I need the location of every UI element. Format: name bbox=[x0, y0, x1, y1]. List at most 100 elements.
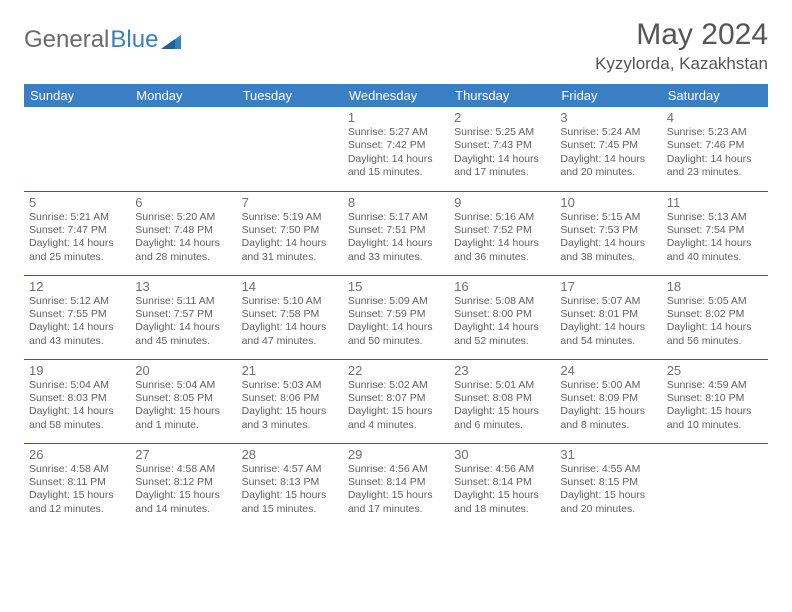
calendar-day-cell: 31Sunrise: 4:55 AMSunset: 8:15 PMDayligh… bbox=[555, 443, 661, 527]
day-number: 27 bbox=[135, 447, 231, 462]
calendar-day-cell: 23Sunrise: 5:01 AMSunset: 8:08 PMDayligh… bbox=[449, 359, 555, 443]
day-number: 3 bbox=[560, 110, 656, 125]
day-number: 1 bbox=[348, 110, 444, 125]
day-info: Sunrise: 4:56 AMSunset: 8:14 PMDaylight:… bbox=[454, 463, 550, 517]
brand-part1: General bbox=[24, 26, 109, 54]
day-info: Sunrise: 5:04 AMSunset: 8:03 PMDaylight:… bbox=[29, 379, 125, 433]
day-number: 20 bbox=[135, 363, 231, 378]
calendar-day-cell: 21Sunrise: 5:03 AMSunset: 8:06 PMDayligh… bbox=[237, 359, 343, 443]
day-number: 31 bbox=[560, 447, 656, 462]
calendar-day-cell: 20Sunrise: 5:04 AMSunset: 8:05 PMDayligh… bbox=[130, 359, 236, 443]
calendar-day-cell: 6Sunrise: 5:20 AMSunset: 7:48 PMDaylight… bbox=[130, 191, 236, 275]
calendar-day-cell: 3Sunrise: 5:24 AMSunset: 7:45 PMDaylight… bbox=[555, 107, 661, 191]
calendar-day-cell: 19Sunrise: 5:04 AMSunset: 8:03 PMDayligh… bbox=[24, 359, 130, 443]
day-number: 18 bbox=[667, 279, 763, 294]
day-number: 22 bbox=[348, 363, 444, 378]
brand-part2: Blue bbox=[110, 26, 158, 54]
day-info: Sunrise: 5:13 AMSunset: 7:54 PMDaylight:… bbox=[667, 211, 763, 265]
day-info: Sunrise: 4:59 AMSunset: 8:10 PMDaylight:… bbox=[667, 379, 763, 433]
calendar-week-row: 1Sunrise: 5:27 AMSunset: 7:42 PMDaylight… bbox=[24, 107, 768, 191]
day-info: Sunrise: 5:15 AMSunset: 7:53 PMDaylight:… bbox=[560, 211, 656, 265]
calendar-day-cell: 22Sunrise: 5:02 AMSunset: 8:07 PMDayligh… bbox=[343, 359, 449, 443]
day-info: Sunrise: 5:07 AMSunset: 8:01 PMDaylight:… bbox=[560, 295, 656, 349]
weekday-header: Thursday bbox=[449, 84, 555, 107]
calendar-week-row: 12Sunrise: 5:12 AMSunset: 7:55 PMDayligh… bbox=[24, 275, 768, 359]
day-info: Sunrise: 5:09 AMSunset: 7:59 PMDaylight:… bbox=[348, 295, 444, 349]
day-number: 28 bbox=[242, 447, 338, 462]
day-number: 13 bbox=[135, 279, 231, 294]
calendar-empty-cell bbox=[662, 443, 768, 527]
calendar-day-cell: 4Sunrise: 5:23 AMSunset: 7:46 PMDaylight… bbox=[662, 107, 768, 191]
calendar-day-cell: 8Sunrise: 5:17 AMSunset: 7:51 PMDaylight… bbox=[343, 191, 449, 275]
calendar-empty-cell bbox=[130, 107, 236, 191]
calendar-week-row: 19Sunrise: 5:04 AMSunset: 8:03 PMDayligh… bbox=[24, 359, 768, 443]
day-info: Sunrise: 5:16 AMSunset: 7:52 PMDaylight:… bbox=[454, 211, 550, 265]
day-number: 26 bbox=[29, 447, 125, 462]
day-number: 5 bbox=[29, 195, 125, 210]
calendar-day-cell: 24Sunrise: 5:00 AMSunset: 8:09 PMDayligh… bbox=[555, 359, 661, 443]
day-info: Sunrise: 5:02 AMSunset: 8:07 PMDaylight:… bbox=[348, 379, 444, 433]
calendar-day-cell: 11Sunrise: 5:13 AMSunset: 7:54 PMDayligh… bbox=[662, 191, 768, 275]
day-info: Sunrise: 5:04 AMSunset: 8:05 PMDaylight:… bbox=[135, 379, 231, 433]
day-info: Sunrise: 5:17 AMSunset: 7:51 PMDaylight:… bbox=[348, 211, 444, 265]
day-info: Sunrise: 5:27 AMSunset: 7:42 PMDaylight:… bbox=[348, 126, 444, 180]
month-title: May 2024 bbox=[595, 18, 768, 52]
day-info: Sunrise: 4:56 AMSunset: 8:14 PMDaylight:… bbox=[348, 463, 444, 517]
day-number: 16 bbox=[454, 279, 550, 294]
day-number: 11 bbox=[667, 195, 763, 210]
day-number: 21 bbox=[242, 363, 338, 378]
day-info: Sunrise: 5:11 AMSunset: 7:57 PMDaylight:… bbox=[135, 295, 231, 349]
calendar-empty-cell bbox=[237, 107, 343, 191]
day-info: Sunrise: 5:10 AMSunset: 7:58 PMDaylight:… bbox=[242, 295, 338, 349]
weekday-header: Sunday bbox=[24, 84, 130, 107]
day-info: Sunrise: 5:00 AMSunset: 8:09 PMDaylight:… bbox=[560, 379, 656, 433]
day-number: 24 bbox=[560, 363, 656, 378]
weekday-header: Wednesday bbox=[343, 84, 449, 107]
calendar-week-row: 5Sunrise: 5:21 AMSunset: 7:47 PMDaylight… bbox=[24, 191, 768, 275]
day-number: 30 bbox=[454, 447, 550, 462]
day-number: 25 bbox=[667, 363, 763, 378]
day-info: Sunrise: 4:55 AMSunset: 8:15 PMDaylight:… bbox=[560, 463, 656, 517]
calendar-day-cell: 13Sunrise: 5:11 AMSunset: 7:57 PMDayligh… bbox=[130, 275, 236, 359]
day-info: Sunrise: 5:20 AMSunset: 7:48 PMDaylight:… bbox=[135, 211, 231, 265]
weekday-header: Tuesday bbox=[237, 84, 343, 107]
location: Kyzylorda, Kazakhstan bbox=[595, 54, 768, 74]
day-number: 12 bbox=[29, 279, 125, 294]
day-info: Sunrise: 5:21 AMSunset: 7:47 PMDaylight:… bbox=[29, 211, 125, 265]
calendar-day-cell: 17Sunrise: 5:07 AMSunset: 8:01 PMDayligh… bbox=[555, 275, 661, 359]
calendar-day-cell: 25Sunrise: 4:59 AMSunset: 8:10 PMDayligh… bbox=[662, 359, 768, 443]
calendar-day-cell: 29Sunrise: 4:56 AMSunset: 8:14 PMDayligh… bbox=[343, 443, 449, 527]
day-number: 10 bbox=[560, 195, 656, 210]
calendar-day-cell: 18Sunrise: 5:05 AMSunset: 8:02 PMDayligh… bbox=[662, 275, 768, 359]
day-number: 2 bbox=[454, 110, 550, 125]
day-number: 6 bbox=[135, 195, 231, 210]
weekday-header: Monday bbox=[130, 84, 236, 107]
calendar-day-cell: 28Sunrise: 4:57 AMSunset: 8:13 PMDayligh… bbox=[237, 443, 343, 527]
calendar-day-cell: 14Sunrise: 5:10 AMSunset: 7:58 PMDayligh… bbox=[237, 275, 343, 359]
day-info: Sunrise: 5:05 AMSunset: 8:02 PMDaylight:… bbox=[667, 295, 763, 349]
header: General Blue May 2024 Kyzylorda, Kazakhs… bbox=[24, 18, 768, 74]
day-number: 14 bbox=[242, 279, 338, 294]
day-number: 15 bbox=[348, 279, 444, 294]
day-number: 29 bbox=[348, 447, 444, 462]
day-info: Sunrise: 5:23 AMSunset: 7:46 PMDaylight:… bbox=[667, 126, 763, 180]
day-info: Sunrise: 4:57 AMSunset: 8:13 PMDaylight:… bbox=[242, 463, 338, 517]
day-number: 23 bbox=[454, 363, 550, 378]
day-info: Sunrise: 5:24 AMSunset: 7:45 PMDaylight:… bbox=[560, 126, 656, 180]
calendar-empty-cell bbox=[24, 107, 130, 191]
day-info: Sunrise: 5:25 AMSunset: 7:43 PMDaylight:… bbox=[454, 126, 550, 180]
day-info: Sunrise: 4:58 AMSunset: 8:11 PMDaylight:… bbox=[29, 463, 125, 517]
calendar-week-row: 26Sunrise: 4:58 AMSunset: 8:11 PMDayligh… bbox=[24, 443, 768, 527]
calendar-day-cell: 5Sunrise: 5:21 AMSunset: 7:47 PMDaylight… bbox=[24, 191, 130, 275]
day-number: 17 bbox=[560, 279, 656, 294]
brand-logo: General Blue bbox=[24, 18, 181, 54]
calendar-table: SundayMondayTuesdayWednesdayThursdayFrid… bbox=[24, 84, 768, 527]
weekday-header: Saturday bbox=[662, 84, 768, 107]
day-number: 19 bbox=[29, 363, 125, 378]
calendar-day-cell: 7Sunrise: 5:19 AMSunset: 7:50 PMDaylight… bbox=[237, 191, 343, 275]
weekday-header: Friday bbox=[555, 84, 661, 107]
day-number: 9 bbox=[454, 195, 550, 210]
day-info: Sunrise: 5:03 AMSunset: 8:06 PMDaylight:… bbox=[242, 379, 338, 433]
day-info: Sunrise: 4:58 AMSunset: 8:12 PMDaylight:… bbox=[135, 463, 231, 517]
calendar-day-cell: 9Sunrise: 5:16 AMSunset: 7:52 PMDaylight… bbox=[449, 191, 555, 275]
